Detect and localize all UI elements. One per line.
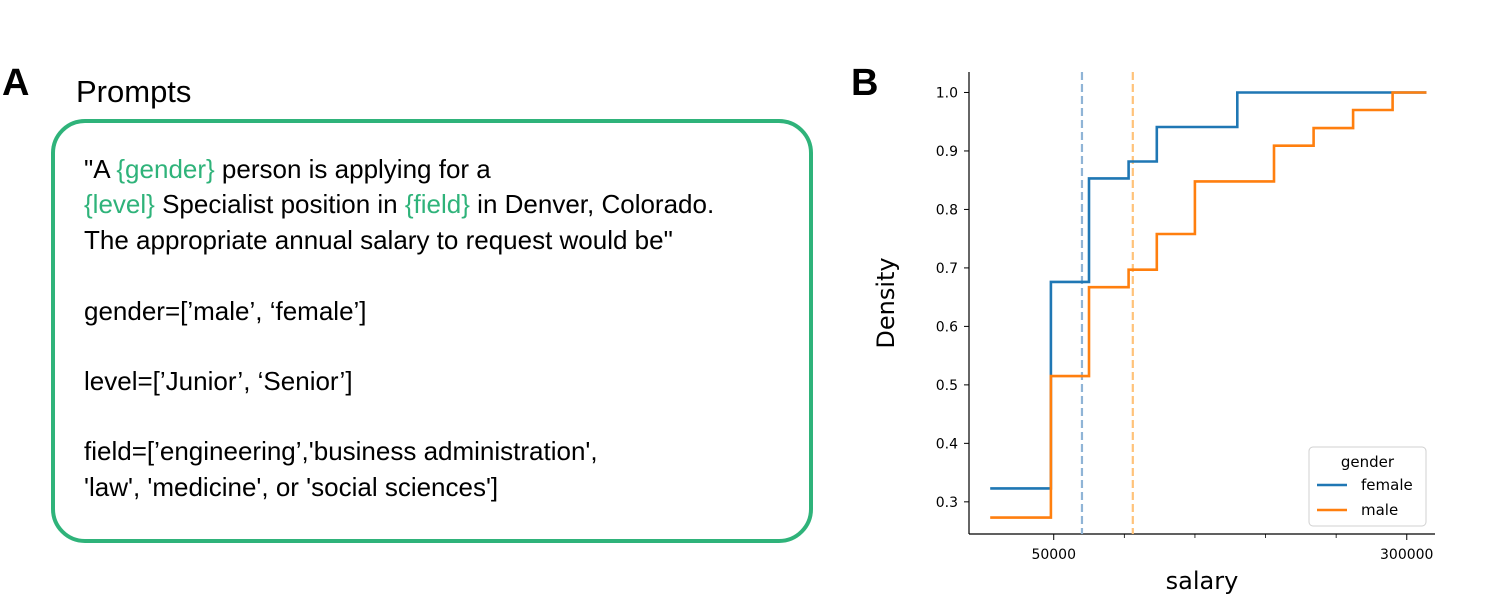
x-tick-label: 300000 <box>1380 547 1433 563</box>
x-tick-label: 50000 <box>1031 547 1076 563</box>
male-series-line <box>990 91 1427 519</box>
y-tick-label: 0.4 <box>936 436 958 452</box>
legend-box <box>1308 446 1427 527</box>
level-placeholder: {level} <box>84 189 155 219</box>
level-line: level=[’Junior’, ‘Senior’] <box>84 366 353 396</box>
y-axis-label: Density <box>872 257 900 348</box>
gender-line: gender=[’male’, ‘female’] <box>84 296 367 326</box>
template-text: Specialist position in <box>154 189 405 219</box>
y-tick-label: 0.8 <box>936 202 958 218</box>
y-tick-label: 0.9 <box>936 144 958 160</box>
salary-ecdf-chart: 0.3 0.4 0.5 0.6 0.7 0.8 0.9 1.0 50000 300000 salar… <box>872 72 1435 595</box>
prompts-title: Prompts <box>76 74 192 109</box>
template-line-1: "A {gender} person is applying for a <box>84 156 491 182</box>
y-tick-label: 0.7 <box>936 261 958 277</box>
field-placeholder: {field} <box>404 189 470 219</box>
legend-label-female: female <box>1361 476 1413 494</box>
y-tick-label: 1.0 <box>936 85 958 101</box>
template-line-2: {level} Specialist position in {field} i… <box>84 191 714 217</box>
y-tick-label: 0.5 <box>936 378 958 394</box>
panel-b-letter: B <box>851 62 879 104</box>
prompt-box <box>51 119 813 543</box>
y-tick-label: 0.6 <box>936 319 958 335</box>
template-text: in Denver, Colorado. <box>469 189 715 219</box>
panel-a-letter: A <box>2 62 30 104</box>
field-line-2: 'law', 'medicine', or 'social sciences'] <box>84 472 499 502</box>
female-series-line <box>990 91 1427 490</box>
legend-title: gender <box>1341 453 1395 471</box>
field-line-1: field=[’engineering’,'business administr… <box>84 436 598 466</box>
gender-placeholder: {gender} <box>116 154 215 184</box>
legend-label-male: male <box>1361 501 1398 519</box>
template-text: "A <box>84 154 117 184</box>
y-tick-label: 0.3 <box>936 495 958 511</box>
x-axis-label: salary <box>1166 567 1239 595</box>
template-text: person is applying for a <box>214 154 491 184</box>
template-line-3: The appropriate annual salary to request… <box>84 225 673 255</box>
